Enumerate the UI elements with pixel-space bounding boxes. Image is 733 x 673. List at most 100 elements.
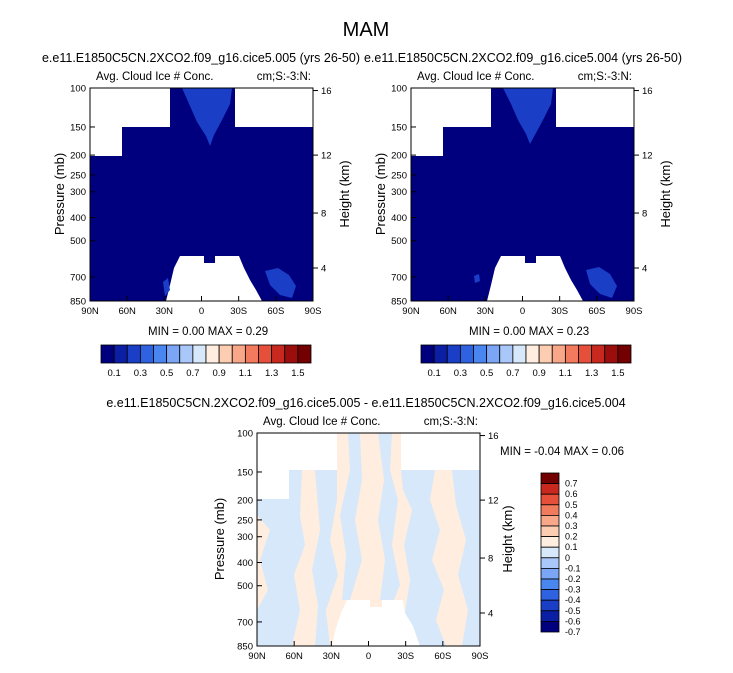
panel-diff-neg-5: [401, 470, 446, 646]
panel-diff-colorbar-box: [540, 515, 560, 527]
panel-a-colorbar-box: [126, 344, 141, 364]
panel-b-colorbar: 0.1 0.3 0.5 0.7 0.9 1.1 1.3 1.5: [420, 344, 632, 379]
panel-a-x-tick-label: 60N: [118, 306, 136, 317]
panel-a-x-tick-label: 90S: [305, 306, 322, 317]
panel-b-colorbar-box: [525, 344, 540, 364]
panel-a-colorbar-box: [284, 344, 299, 364]
panel-diff-stats: MIN = -0.04 MAX = 0.06: [500, 446, 624, 458]
panel-diff-y-tick-label: 400: [237, 558, 253, 569]
panel-b-y2-tick-label: 12: [642, 151, 653, 162]
panel-b-colorbar-box: [564, 344, 579, 364]
panel-b-ylabel: Pressure (mb): [373, 153, 388, 235]
panel-a-left-label: Avg. Cloud Ice # Conc.: [96, 71, 213, 83]
panel-b-colorbar-box: [578, 344, 593, 364]
panel-a-colorbar-box: [271, 344, 286, 364]
panel-a-x-tick-label: 90N: [81, 306, 99, 317]
panel-a-core-lower: [265, 268, 296, 298]
panel-diff-colorbar-box: [540, 536, 560, 548]
panel-diff-colorbar-box: [540, 546, 560, 559]
panel-diff-y2-tick-label: 12: [488, 496, 499, 507]
panel-b-x-tick-label: 60N: [439, 306, 457, 317]
panel-a-x-tick-label: 30S: [230, 306, 247, 317]
panel-diff-colorbar-label: 0.7: [565, 479, 578, 489]
panel-b-y-tick-label: 250: [391, 170, 407, 181]
panel-diff-neg-6: [452, 470, 480, 646]
panel-a-colorbar-box: [231, 344, 246, 364]
panel-b-y-tick-label: 500: [391, 236, 407, 247]
panel-diff-colorbar-box: [540, 504, 560, 516]
panel-b-y-tick-label: 100: [391, 84, 407, 95]
panel-diff-colorbar: 0.70.60.50.40.30.20.10-0.1-0.2-0.3-0.4-0…: [540, 472, 581, 637]
panel-b-x-tick-label: 90S: [626, 306, 643, 317]
panel-b-colorbar-box: [499, 344, 514, 364]
panel-diff-colorbar-label: -0.5: [565, 606, 581, 616]
panel-diff-colorbar-label: 0.6: [565, 489, 578, 499]
panel-a-y-tick-label: 700: [70, 272, 86, 283]
panel-b-y2label: Height (km): [658, 160, 673, 227]
panel-a-y-ticks: 100 150 200 250 300 400 500 700 850: [70, 84, 95, 308]
panel-b-y2-ticks: 16 12 8 4: [634, 86, 653, 274]
panel-b-y-tick-label: 700: [391, 272, 407, 283]
panel-diff-x-ticks: 90N 60N 30N 0 30S 60S 90S: [248, 641, 488, 662]
panel-diff-x-tick-label: 0: [366, 651, 371, 662]
panel-b-colorbar-box: [551, 344, 566, 364]
panel-diff-colorbar-box: [540, 621, 560, 633]
panel-diff-left-label: Avg. Cloud Ice # Conc.: [263, 416, 380, 428]
panel-b-colorbar-box: [617, 344, 632, 364]
panel-b-colorbar-box: [591, 344, 606, 364]
panel-diff-x-tick-label: 30S: [397, 651, 414, 662]
panel-a-colorbar-box: [179, 344, 194, 364]
panel-b-y-tick-label: 200: [391, 151, 407, 162]
panel-diff-y2-tick-label: 4: [488, 608, 493, 619]
panel-diff-y-tick-label: 300: [237, 532, 253, 543]
panel-a-colorbar-box: [139, 344, 154, 364]
panel-diff-field: [257, 433, 480, 646]
panel-diff-y2label: Height (km): [500, 505, 515, 572]
panel-a-colorbar-label: 0.3: [134, 368, 147, 379]
panel-a-colorbar-box: [166, 344, 181, 364]
panel-diff-neg-3: [340, 433, 362, 600]
panel-diff-colorbar-label: -0.7: [565, 627, 581, 637]
panel-a-x-tick-label: 30N: [156, 306, 174, 317]
panel-a-right-label: cm;S:-3:N:: [257, 71, 311, 83]
panel-diff-colorbar-label: 0.5: [565, 500, 578, 510]
panel-a-colorbar-box: [218, 344, 233, 364]
panel-diff-colorbar-box: [540, 589, 560, 601]
panel-a-fill: [90, 88, 313, 301]
panel-diff-colorbar-box: [540, 599, 560, 612]
panel-b-colorbar-box: [459, 344, 474, 364]
panel-diff-right-label: cm;S:-3:N:: [424, 416, 478, 428]
panel-diff-y-ticks: 100 150 200 250 300 400 500 700 850: [237, 429, 262, 653]
panel-a-colorbar-label: 0.1: [108, 368, 121, 379]
panel-a-y-tick-label: 200: [70, 151, 86, 162]
panel-a-title: e.e11.E1850C5CN.2XCO2.f09_g16.cice5.005 …: [42, 51, 360, 65]
panel-a-colorbar-label: 1.5: [291, 368, 304, 379]
panel-b-colorbar-box: [512, 344, 527, 364]
panel-diff-y-tick-label: 150: [237, 467, 253, 478]
panel-diff-colorbar-label: -0.2: [565, 574, 581, 584]
panel-b-core-left: [474, 274, 480, 283]
panel-a-y-tick-label: 850: [70, 297, 86, 308]
panel-b-colorbar-box: [538, 344, 553, 364]
panel-diff-colorbar-box: [540, 557, 560, 569]
panel-a-y-tick-label: 100: [70, 84, 86, 95]
panel-b-field: [411, 88, 634, 301]
panel-a-y-tick-label: 250: [70, 170, 86, 181]
panel-a-y-tick-label: 150: [70, 122, 86, 133]
panel-diff-colorbar-label: 0.2: [565, 532, 578, 542]
panel-a-colorbar-label: 0.9: [213, 368, 226, 379]
panel-a-x-tick-label: 60S: [267, 306, 284, 317]
panel-diff-colorbar-box: [540, 568, 560, 580]
panel-diff-y2-ticks: 16 12 8 4: [480, 431, 499, 619]
panel-diff-colorbar-label: -0.1: [565, 563, 581, 573]
panel-b-title: e.e11.E1850C5CN.2XCO2.f09_g16.cice5.004 …: [364, 51, 682, 65]
panel-b-colorbar-label: 1.3: [585, 368, 598, 379]
panel-diff-colorbar-box: [540, 483, 560, 495]
panel-diff-neg-2: [312, 470, 338, 646]
panel-a-colorbar-label: 0.7: [186, 368, 199, 379]
panel-a-colorbar-box: [192, 344, 207, 364]
panel-b: e.e11.E1850C5CN.2XCO2.f09_g16.cice5.004 …: [364, 51, 682, 338]
panel-diff-y-tick-label: 850: [237, 642, 253, 653]
panel-a-y2-ticks: 16 12 8 4: [313, 86, 332, 274]
